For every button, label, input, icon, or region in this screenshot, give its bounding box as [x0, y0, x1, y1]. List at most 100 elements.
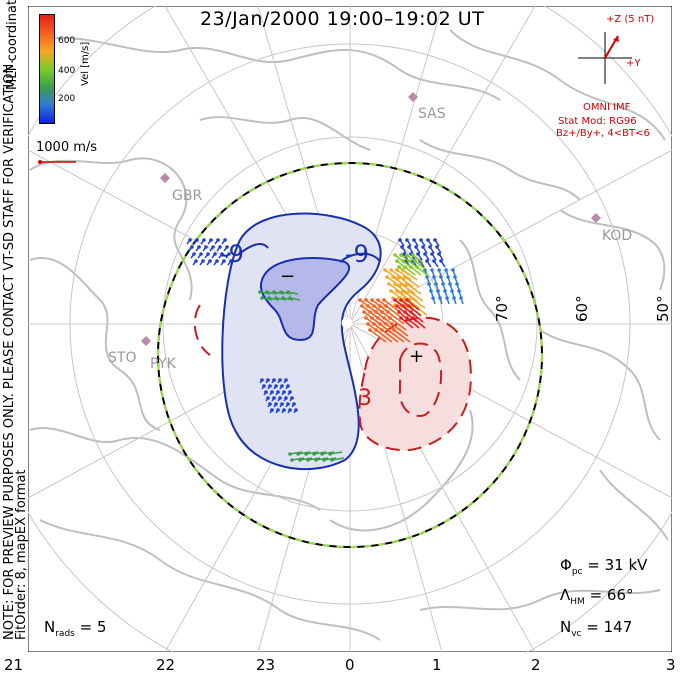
velocity-vector-origin — [446, 275, 450, 279]
imf-dial — [578, 32, 632, 84]
velocity-vector-origin — [388, 316, 392, 320]
velocity-vector — [393, 329, 411, 343]
velocity-vector-origin — [403, 265, 407, 269]
velocity-vector-origin — [268, 384, 272, 388]
velocity-vector-origin — [430, 268, 434, 272]
velocity-vector — [323, 457, 337, 461]
velocity-vector — [406, 283, 422, 295]
velocity-vector-origin — [225, 245, 229, 249]
velocity-vector — [386, 276, 402, 288]
velocity-vector — [299, 457, 313, 461]
velocity-vector-origin — [286, 402, 290, 406]
velocity-vector-origin — [401, 304, 405, 308]
velocity-vector — [375, 329, 393, 343]
velocity-vector-origin — [378, 322, 382, 326]
velocity-vector — [305, 451, 319, 455]
colorbar-tick-600: 600 — [58, 36, 76, 46]
velocity-vector-origin — [270, 408, 274, 412]
velocity-vector-origin — [218, 245, 222, 249]
velocity-vector-origin — [278, 396, 282, 400]
velocity-vector-origin — [380, 310, 384, 314]
mlt-label-0: 0 — [345, 656, 355, 674]
velocity-vector-origin — [411, 253, 415, 257]
velocity-vector-origin — [358, 298, 362, 302]
velocity-vector-origin — [416, 252, 420, 256]
velocity-vector-origin — [201, 259, 205, 263]
velocity-vector-origin — [216, 238, 220, 242]
mlt-label-22: 22 — [156, 656, 176, 674]
velocity-vector-origin — [383, 268, 387, 272]
velocity-vector — [410, 297, 426, 309]
velocity-vector-origin — [211, 245, 215, 249]
velocity-vector-origin — [437, 252, 441, 256]
velocity-vector-origin — [389, 289, 393, 293]
colorbar-gradient — [40, 15, 54, 123]
velocity-vector — [398, 276, 414, 288]
lambda-symbol: Λ — [560, 586, 571, 604]
velocity-vector-origin — [395, 304, 399, 308]
velocity-vector-origin — [380, 328, 384, 332]
velocity-vector-origin — [366, 322, 370, 326]
imf-stat-mod: Stat Mod: RG96 — [558, 116, 637, 127]
velocity-vector-origin — [192, 252, 196, 256]
velocity-vector — [406, 299, 420, 311]
velocity-vector-origin — [284, 378, 288, 382]
velocity-vector-origin — [400, 245, 404, 249]
velocity-vector — [369, 329, 387, 343]
velocity-vector — [408, 290, 424, 302]
velocity-vector-origin — [431, 296, 435, 300]
velocity-vector — [394, 283, 410, 295]
velocity-vector-origin — [415, 265, 419, 269]
velocity-vector-origin — [455, 282, 459, 286]
velocity-vector-origin — [436, 289, 440, 293]
velocity-vector-origin — [430, 252, 434, 256]
nrads-value: = 5 — [79, 618, 107, 636]
velocity-vector-origin — [403, 275, 407, 279]
velocity-vector-origin — [204, 245, 208, 249]
velocity-vector-origin — [374, 310, 378, 314]
velocity-vector-origin — [280, 402, 284, 406]
mlt-label-3: 3 — [666, 656, 676, 674]
positive-inner-contour — [398, 342, 443, 417]
velocity-vector-origin — [278, 378, 282, 382]
velocity-vector-origin — [195, 238, 199, 242]
velocity-vector-origin — [398, 238, 402, 242]
velocity-vector-origin — [409, 296, 413, 300]
velocity-vector-origin — [292, 402, 296, 406]
imf-z-label: +Z (5 nT) — [606, 14, 655, 25]
velocity-vector-origin — [282, 408, 286, 412]
lat-label-60: 60° — [573, 295, 591, 322]
velocity-vector-origin — [272, 378, 276, 382]
velocity-vector — [289, 451, 303, 455]
imf-y-label: +Y — [626, 58, 641, 69]
velocity-vector — [404, 276, 420, 288]
velocity-vector-origin — [298, 458, 302, 462]
velocity-vector-origin — [276, 408, 280, 412]
velocity-vector-origin — [202, 238, 206, 242]
mlt-label-21: 21 — [4, 656, 24, 674]
cross-polar-potential: Φpc = 31 kV — [560, 556, 647, 577]
velocity-vector — [313, 451, 327, 455]
velocity-vector-origin — [272, 290, 276, 294]
velocity-vector-origin — [437, 268, 441, 272]
velocity-vector-origin — [402, 252, 406, 256]
velocity-vector-origin — [414, 245, 418, 249]
phi-symbol: Φ — [560, 556, 572, 574]
velocity-vector-origin — [260, 378, 264, 382]
velocity-vector-origin — [274, 402, 278, 406]
velocity-vector-origin — [392, 328, 396, 332]
velocity-vector-origin — [438, 296, 442, 300]
velocity-vector — [389, 317, 407, 331]
velocity-vector-origin — [296, 452, 300, 456]
velocity-vector-origin — [453, 275, 457, 279]
velocity-vector-origin — [397, 275, 401, 279]
velocity-vector-origin — [405, 238, 409, 242]
velocity-vector-origin — [399, 282, 403, 286]
velocity-vectors — [186, 238, 464, 462]
velocity-vector-origin — [280, 384, 284, 388]
velocity-vector-origin — [366, 304, 370, 308]
velocity-vector-origin — [274, 296, 278, 300]
velocity-vector-origin — [382, 316, 386, 320]
velocity-vector-origin — [407, 245, 411, 249]
velocity-vector-origin — [376, 316, 380, 320]
